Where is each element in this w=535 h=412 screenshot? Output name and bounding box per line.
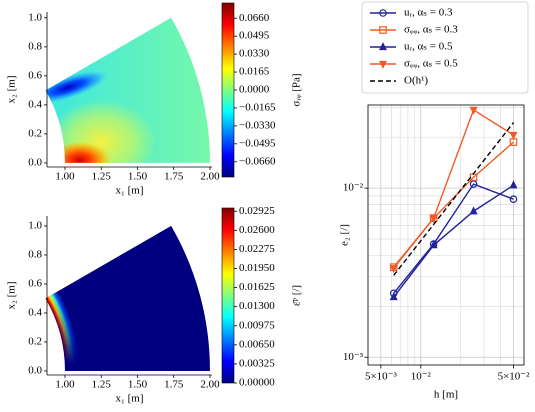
colorbar-label: ε̄ᵖ [/] xyxy=(291,285,303,306)
marker xyxy=(509,131,518,140)
y-tick-label: 0.0 xyxy=(28,156,42,168)
x-tick-label: 1.25 xyxy=(92,379,112,391)
y-axis-label: x₂ [m] xyxy=(6,76,18,104)
axes-frame xyxy=(367,104,525,366)
colorbar-tick-label: −0.0660 xyxy=(239,155,276,167)
y-tick-label: 0.2 xyxy=(28,127,42,139)
marker xyxy=(509,195,518,203)
colorbar-tick-label: 0.00975 xyxy=(239,319,275,331)
colorbar-label: σᵣᵩ [Pa] xyxy=(291,73,303,106)
y-tick-label: 0.4 xyxy=(28,98,42,110)
x-tick-label: 1.75 xyxy=(164,379,184,391)
series-line xyxy=(393,122,515,276)
x-tick-label: 1.50 xyxy=(128,171,148,183)
colorbar-tick-label: 0.0000 xyxy=(239,84,270,96)
colorbar-tick-label: 0.0330 xyxy=(239,48,270,60)
colorbar-tick-label: 0.00650 xyxy=(239,338,275,350)
legend-marker xyxy=(378,42,388,51)
y-axis-label: x₂ [m] xyxy=(6,282,18,310)
x-tick-label: 1.50 xyxy=(128,379,148,391)
y-axis-label: e₂ [/] xyxy=(339,224,351,246)
y-tick-label: 0.0 xyxy=(28,364,42,376)
colorbar-tick-label: 0.02600 xyxy=(239,224,275,236)
marker xyxy=(469,106,478,115)
y-tick-label: 1.0 xyxy=(28,220,42,232)
colorbar-tick-label: 0.0165 xyxy=(239,66,270,78)
marker xyxy=(429,240,438,249)
x-tick-label: 2.00 xyxy=(200,379,220,391)
marker xyxy=(469,206,478,215)
colorbar-tick-label: 0.00000 xyxy=(239,377,275,389)
colorbar-tick-label: −0.0495 xyxy=(239,137,276,149)
legend-label: σᵩᵩ, αₛ = 0.3 xyxy=(404,24,458,36)
legend-label: uᵣ, αₛ = 0.5 xyxy=(404,41,453,53)
field xyxy=(45,226,210,371)
x-tick-label: 10⁻² xyxy=(411,371,432,383)
colorbar-tick-label: −0.0165 xyxy=(239,101,276,113)
marker xyxy=(429,215,438,224)
y-tick-label: 0.6 xyxy=(28,278,42,290)
y-tick-label: 10⁻³ xyxy=(343,351,364,363)
field-high xyxy=(46,99,157,163)
marker xyxy=(389,265,398,274)
x-tick-label: 2.00 xyxy=(200,171,220,183)
series-line xyxy=(393,108,514,269)
legend-marker xyxy=(378,60,388,69)
colorbar-tick-label: 0.01950 xyxy=(239,262,275,274)
colorbar-tick-label: −0.0330 xyxy=(239,119,276,131)
y-tick-label: 0.6 xyxy=(28,69,42,81)
marker xyxy=(389,292,398,301)
x-tick-label: 1.75 xyxy=(164,171,184,183)
series-line xyxy=(393,183,514,294)
y-tick-label: 1.0 xyxy=(28,11,42,23)
colorbar-tick-label: 0.01625 xyxy=(239,281,275,293)
x-axis-label: x₁ [m] xyxy=(116,185,144,197)
legend-marker xyxy=(379,26,387,34)
colorbar-tick-label: 0.00325 xyxy=(239,357,275,369)
legend-label: σᵩᵩ, αₛ = 0.5 xyxy=(404,58,458,70)
colorbar xyxy=(221,207,235,384)
colorbar-tick-label: 0.01300 xyxy=(239,300,275,312)
colorbar-tick-label: 0.0660 xyxy=(239,12,270,24)
colorbar-tick-label: 0.0495 xyxy=(239,30,270,42)
y-tick-label: 10⁻² xyxy=(343,182,364,194)
y-tick-label: 0.4 xyxy=(28,306,42,318)
x-tick-label: 5×10⁻³ xyxy=(365,371,398,383)
legend-label: uᵣ, αₛ = 0.3 xyxy=(404,7,453,19)
y-tick-label: 0.8 xyxy=(28,249,42,261)
x-tick-label: 1.00 xyxy=(55,379,75,391)
series-line xyxy=(393,184,514,298)
x-tick-label: 5×10⁻² xyxy=(498,371,531,383)
x-tick-label: 1.00 xyxy=(55,171,75,183)
marker xyxy=(509,180,518,189)
x-tick-label: 1.25 xyxy=(92,171,112,183)
y-tick-label: 0.2 xyxy=(28,335,42,347)
legend-label: O(h¹) xyxy=(404,75,428,87)
colorbar xyxy=(221,2,235,178)
legend-box xyxy=(361,1,529,94)
colorbar-tick-label: 0.02925 xyxy=(239,205,275,217)
field xyxy=(45,17,210,163)
legend-marker xyxy=(379,9,387,17)
x-axis-label: x₁ [m] xyxy=(116,393,144,405)
x-axis-label: h [m] xyxy=(434,389,458,401)
colorbar-tick-label: 0.02275 xyxy=(239,243,275,255)
field-band xyxy=(45,226,210,371)
y-tick-label: 0.8 xyxy=(28,40,42,52)
